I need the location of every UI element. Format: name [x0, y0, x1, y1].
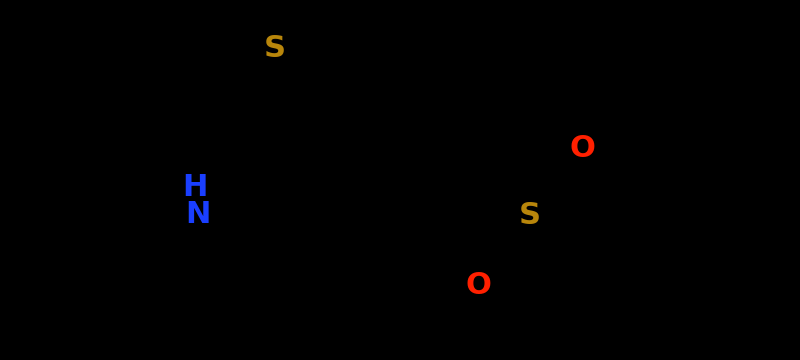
Text: N: N — [186, 199, 210, 229]
Text: S: S — [264, 33, 286, 63]
Text: H: H — [182, 172, 208, 202]
Text: O: O — [465, 270, 491, 300]
Text: S: S — [519, 201, 541, 230]
Text: O: O — [569, 134, 595, 162]
